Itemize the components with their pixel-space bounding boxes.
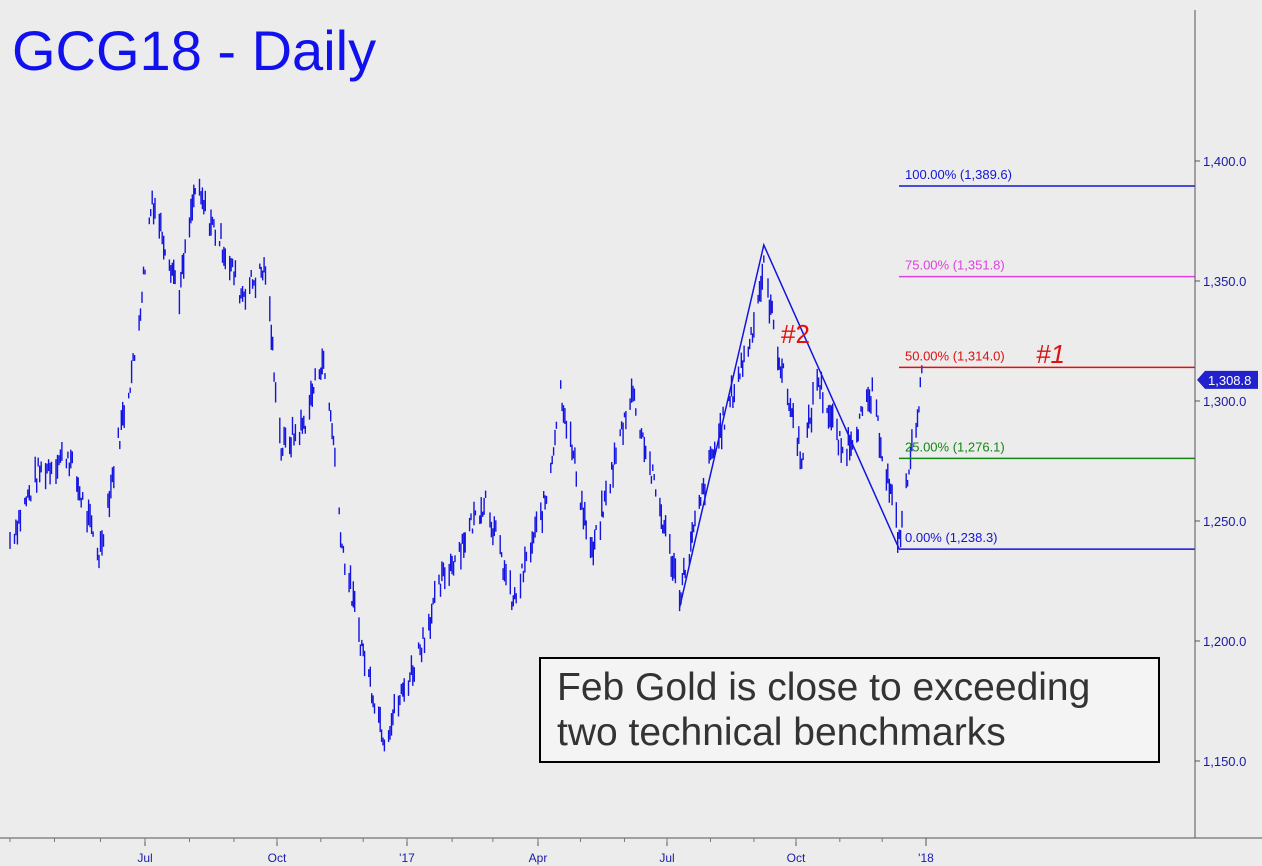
time-axis: Jul Oct '17 Apr Jul Oct '18: [9, 838, 934, 865]
x-tick-label: Oct: [268, 851, 287, 865]
marker-2-label: #2: [781, 319, 810, 349]
y-tick-label: 1,250.0: [1203, 514, 1246, 529]
x-tick-label: '17: [399, 851, 415, 865]
callout-line-2: two technical benchmarks: [557, 711, 1006, 754]
x-tick-label: '18: [918, 851, 934, 865]
y-tick-label: 1,300.0: [1203, 394, 1246, 409]
x-tick-label: Jul: [137, 851, 152, 865]
y-tick-label: 1,150.0: [1203, 754, 1246, 769]
abcd-pattern: [678, 242, 900, 608]
chart-title: GCG18 - Daily: [12, 19, 376, 82]
pattern-line: [678, 242, 900, 608]
x-tick-label: Oct: [787, 851, 806, 865]
fib-level-label: 100.00% (1,389.6): [905, 167, 1012, 182]
fib-level-label: 0.00% (1,238.3): [905, 530, 998, 545]
fib-level-label: 50.00% (1,314.0): [905, 348, 1005, 363]
last-price-flag: [1197, 370, 1258, 389]
price-axis: 1,150.0 1,200.0 1,250.0 1,300.0 1,350.0 1,400…: [0, 10, 1262, 839]
callout-line-1: Feb Gold is close to exceeding: [557, 666, 1091, 709]
x-tick-label: Jul: [659, 851, 674, 865]
fib-level-label: 75.00% (1,351.8): [905, 258, 1005, 273]
y-tick-label: 1,350.0: [1203, 274, 1246, 289]
y-tick-label: 1,200.0: [1203, 634, 1246, 649]
fibonacci-levels: 100.00% (1,389.6) 75.00% (1,351.8) 50.00% …: [899, 167, 1195, 550]
x-tick-label: Apr: [529, 851, 548, 865]
fib-level-label: 25.00% (1,276.1): [905, 439, 1005, 454]
last-price-label: 1,308.8: [1208, 373, 1251, 388]
price-bars: [9, 178, 923, 752]
marker-1-label: #1: [1036, 339, 1065, 369]
y-tick-label: 1,400.0: [1203, 154, 1246, 169]
annotation-callout: Feb Gold is close to exceeding two techn…: [539, 657, 1160, 763]
